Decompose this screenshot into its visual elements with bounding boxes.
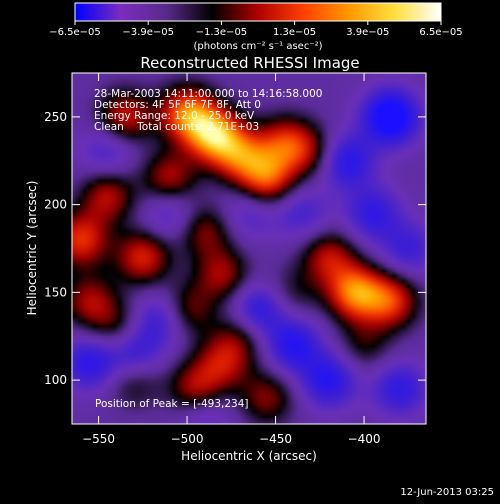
colorbar	[74, 2, 442, 22]
plot-frame	[71, 72, 427, 425]
chart-title: Reconstructed RHESSI Image	[140, 54, 359, 72]
colorbar-tick-label: −1.3e−05	[196, 27, 248, 38]
y-tick-label: 200	[44, 198, 67, 212]
y-axis-label: Heliocentric Y (arcsec)	[25, 181, 39, 316]
x-tick-label: −400	[348, 432, 381, 446]
annotation-clean-counts: Clean Total counts: 2.71E+03	[94, 121, 259, 133]
x-tick-label: −450	[259, 432, 292, 446]
x-axis-ticks: −550 −500 −450 −400	[82, 73, 381, 446]
y-tick-label: 250	[44, 110, 67, 124]
annotation-peak-position: Position of Peak = [-493,234]	[95, 398, 249, 410]
y-tick-label: 150	[44, 285, 67, 299]
y-tick-label: 100	[44, 373, 67, 387]
colorbar-unit-label: (photons cm⁻² s⁻¹ asec⁻²)	[193, 41, 322, 52]
date-stamp: 12-Jun-2013 03:25	[400, 487, 494, 498]
y-axis-ticks: 100 150 200 250	[44, 110, 426, 387]
annotation-energy-range: Energy Range: 12.0 - 25.0 keV	[94, 110, 255, 122]
x-tick-label: −500	[171, 432, 204, 446]
x-tick-label: −550	[82, 432, 115, 446]
colorbar-tick-label: 6.5e−05	[419, 27, 462, 38]
colorbar-tick-label: 1.3e−05	[273, 27, 316, 38]
heatmap-image	[72, 73, 426, 424]
colorbar-tick-label: −6.5e−05	[49, 27, 101, 38]
colorbar-ticks: −6.5e−05 −3.9e−05 −1.3e−05 1.3e−05 3.9e−05 6.…	[49, 21, 463, 38]
annotation-detectors: Detectors: 4F 5F 6F 7F 8F, Att 0	[94, 99, 261, 111]
colorbar-tick-label: −3.9e−05	[122, 27, 174, 38]
plot-area	[72, 73, 426, 424]
annotation-time-range: 28-Mar-2003 14:11:00.000 to 14:16:58.000	[94, 88, 322, 100]
x-axis-label: Heliocentric X (arcsec)	[181, 449, 317, 463]
colorbar-tick-label: 3.9e−05	[346, 27, 389, 38]
